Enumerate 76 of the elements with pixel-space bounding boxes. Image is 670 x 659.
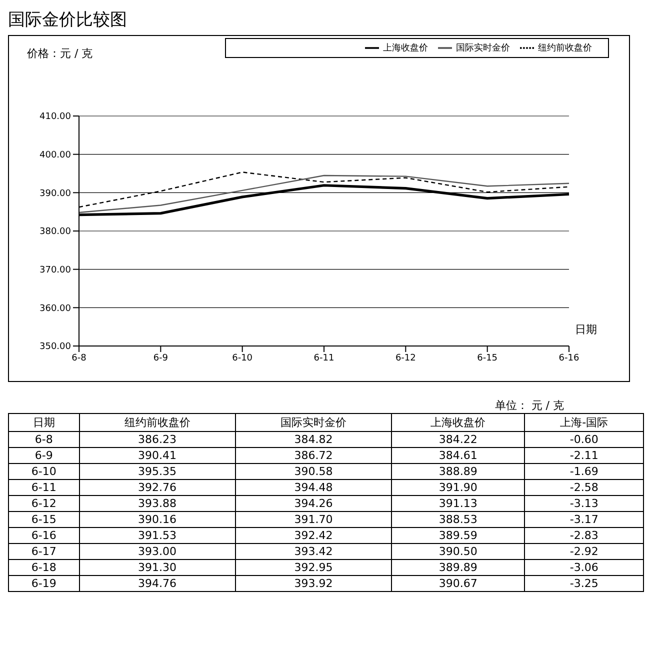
legend-label: 纽约前收盘价	[538, 43, 592, 54]
y-tick-label: 350.00	[40, 342, 72, 352]
category-label: 6-15	[8, 512, 80, 528]
data-label: -2.92	[524, 544, 644, 560]
text: 单位： 元 / 克	[494, 398, 565, 413]
y-tick-label: 370.00	[40, 266, 72, 276]
data-label: 394.76	[79, 576, 236, 592]
data-label: 392.42	[235, 528, 392, 544]
data-label: -2.11	[524, 448, 644, 464]
data-label: 391.30	[79, 560, 236, 576]
text: 上海收盘价	[392, 414, 525, 432]
x-tick-label: 6-15	[477, 353, 498, 364]
y-axis-title: 价格：元 / 克	[27, 46, 93, 61]
text: 国际实时金价	[235, 414, 392, 432]
data-label: 390.41	[79, 448, 236, 464]
category-label: 6-18	[8, 560, 80, 576]
category-label: 6-8	[8, 432, 80, 448]
data-label: 392.95	[235, 560, 392, 576]
legend-label: 上海收盘价	[383, 43, 428, 54]
text: 日期	[8, 414, 80, 432]
chart-title: 国际金价比较图	[8, 9, 128, 31]
data-label: 384.82	[235, 432, 392, 448]
data-label: 393.92	[235, 576, 392, 592]
legend-label: 国际实时金价	[456, 43, 510, 54]
x-axis-title: 日期	[575, 322, 597, 337]
data-label: 390.50	[392, 544, 525, 560]
y-tick-label: 380.00	[40, 227, 72, 238]
data-label: 388.89	[392, 464, 525, 480]
data-label: 395.35	[79, 464, 236, 480]
data-label: -3.06	[524, 560, 644, 576]
data-label: -2.83	[524, 528, 644, 544]
category-label: 6-10	[8, 464, 80, 480]
x-tick-label: 6-9	[153, 353, 168, 364]
data-label: 390.67	[392, 576, 525, 592]
x-tick-label: 6-11	[314, 353, 334, 364]
data-label: 393.88	[79, 496, 236, 512]
data-label: 393.00	[79, 544, 236, 560]
x-tick-label: 6-12	[395, 353, 416, 364]
data-label: 386.72	[235, 448, 392, 464]
data-label: 388.53	[392, 512, 525, 528]
data-label: 392.76	[79, 480, 236, 496]
data-label: 394.48	[235, 480, 392, 496]
data-label: -0.60	[524, 432, 644, 448]
data-label: 393.42	[235, 544, 392, 560]
category-label: 6-16	[8, 528, 80, 544]
x-tick-label: 6-16	[558, 353, 580, 364]
x-tick-label: 6-10	[232, 353, 253, 364]
data-label: 394.26	[235, 496, 392, 512]
data-label: 391.53	[79, 528, 236, 544]
text: 上海-国际	[524, 414, 644, 432]
y-tick-label: 390.00	[40, 188, 72, 199]
data-label: -2.58	[524, 480, 644, 496]
data-label: 391.90	[392, 480, 525, 496]
category-label: 6-12	[8, 496, 80, 512]
data-label: 391.13	[392, 496, 525, 512]
category-label: 6-11	[8, 480, 80, 496]
y-tick-label: 360.00	[40, 304, 72, 314]
data-label: 389.59	[392, 528, 525, 544]
data-label: -3.13	[524, 496, 644, 512]
data-label: -1.69	[524, 464, 644, 480]
data-label: 391.70	[235, 512, 392, 528]
category-label: 6-19	[8, 576, 80, 592]
category-label: 6-9	[8, 448, 80, 464]
data-label: -3.17	[524, 512, 644, 528]
data-label: 389.89	[392, 560, 525, 576]
data-label: 384.61	[392, 448, 525, 464]
data-label: -3.25	[524, 576, 644, 592]
x-tick-label: 6-8	[72, 353, 87, 364]
data-label: 384.22	[392, 432, 525, 448]
y-tick-label: 400.00	[40, 150, 72, 161]
data-label: 390.58	[235, 464, 392, 480]
text: 纽约前收盘价	[79, 414, 236, 432]
data-label: 386.23	[79, 432, 236, 448]
data-label: 390.16	[79, 512, 236, 528]
y-tick-label: 410.00	[40, 112, 72, 122]
category-label: 6-17	[8, 544, 80, 560]
